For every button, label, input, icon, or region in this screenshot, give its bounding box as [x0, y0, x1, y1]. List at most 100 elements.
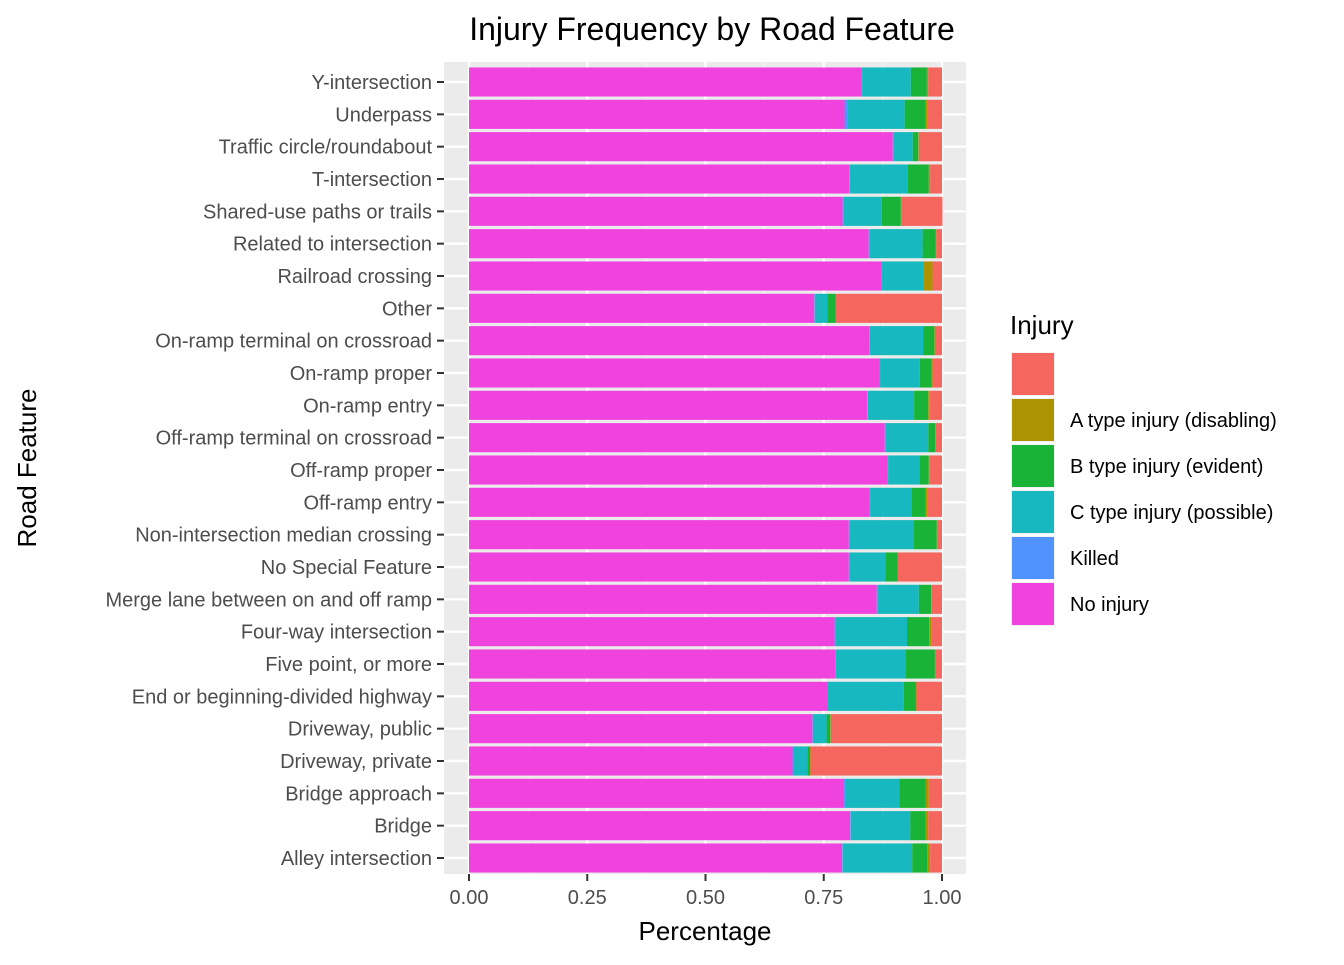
y-tick-label: Railroad crossing [277, 266, 432, 288]
bar-segment-a-type-injury-disabling [925, 811, 928, 840]
legend-title: Injury [1010, 310, 1074, 340]
bar-segment-c-type-injury-possible [828, 682, 904, 711]
bar-segment-no-injury [469, 488, 870, 517]
x-tick-label: 1.00 [923, 887, 962, 909]
bar-segment-unlabeled [811, 746, 942, 775]
bar-segment-no-injury [469, 617, 835, 646]
y-tick-label: Shared-use paths or trails [203, 201, 432, 223]
y-tick-label: Off-ramp terminal on crossroad [156, 428, 432, 450]
bar-segment-b-type-injury-evident [905, 100, 926, 129]
bar-segment-a-type-injury-disabling [929, 617, 931, 646]
bar-segment-unlabeled [929, 391, 942, 420]
y-tick-label: Four-way intersection [241, 622, 432, 644]
x-axis-title: Percentage [639, 916, 772, 946]
y-tick-label: Related to intersection [233, 234, 432, 256]
bar-segment-unlabeled [936, 649, 942, 678]
bar-segment-unlabeled [935, 326, 942, 355]
chart-title: Injury Frequency by Road Feature [469, 11, 955, 47]
legend-swatch-b-type-injury-evident [1012, 445, 1054, 487]
legend: Injury A type injury (disabling)B type i… [1010, 310, 1277, 626]
bar-segment-unlabeled [916, 682, 942, 711]
bar-segment-no-injury [469, 682, 828, 711]
bar-segment-c-type-injury-possible [868, 391, 914, 420]
bars-layer [469, 67, 942, 872]
bar-segment-no-injury [469, 229, 869, 258]
bar-segment-b-type-injury-evident [912, 843, 927, 872]
y-tick-label: Y-intersection [312, 72, 432, 94]
bar-segment-c-type-injury-possible [815, 294, 828, 323]
bar-segment-c-type-injury-possible [869, 229, 922, 258]
legend-swatch-killed [1012, 537, 1054, 579]
bar-segment-b-type-injury-evident [928, 423, 935, 452]
bar-segment-a-type-injury-disabling [929, 164, 930, 193]
bar-segment-no-injury [469, 100, 845, 129]
bar-segment-unlabeled [936, 423, 942, 452]
bar-segment-c-type-injury-possible [836, 649, 906, 678]
bar-segment-b-type-injury-evident [920, 358, 932, 387]
y-tick-label: Non-intersection median crossing [135, 525, 432, 547]
bar-segment-b-type-injury-evident [908, 164, 929, 193]
x-tick-label: 0.50 [686, 887, 725, 909]
bar-segment-unlabeled [930, 164, 942, 193]
legend-swatch-unlabeled [1012, 353, 1054, 395]
bar-segment-b-type-injury-evident [882, 197, 901, 226]
bar-segment-c-type-injury-possible [847, 100, 904, 129]
bar-segment-c-type-injury-possible [850, 164, 908, 193]
bar-segment-unlabeled [928, 811, 942, 840]
bar-segment-unlabeled [933, 261, 942, 290]
bar-segment-unlabeled [936, 229, 942, 258]
bar-segment-no-injury [469, 649, 835, 678]
bar-segment-b-type-injury-evident [828, 294, 836, 323]
bar-segment-b-type-injury-evident [906, 649, 935, 678]
bar-segment-no-injury [469, 67, 862, 96]
legend-label: A type injury (disabling) [1070, 410, 1277, 432]
bar-segment-b-type-injury-evident [807, 746, 810, 775]
bar-segment-b-type-injury-evident [914, 520, 937, 549]
bar-segment-a-type-injury-disabling [927, 843, 930, 872]
y-tick-label: Driveway, private [280, 751, 432, 773]
bar-segment-no-injury [469, 585, 877, 614]
bar-segment-a-type-injury-disabling [937, 520, 938, 549]
bar-segment-b-type-injury-evident [911, 488, 925, 517]
bar-segment-b-type-injury-evident [923, 326, 934, 355]
bar-segment-c-type-injury-possible [870, 326, 923, 355]
y-tick-label: T-intersection [312, 169, 432, 191]
y-tick-label: On-ramp terminal on crossroad [155, 331, 432, 353]
bar-segment-b-type-injury-evident [885, 552, 897, 581]
bar-segment-no-injury [469, 164, 849, 193]
bar-segment-no-injury [469, 294, 814, 323]
y-tick-label: On-ramp entry [303, 395, 432, 417]
bar-segment-no-injury [469, 714, 812, 743]
bar-segment-c-type-injury-possible [885, 423, 928, 452]
bar-segment-no-injury [469, 423, 885, 452]
bar-segment-a-type-injury-disabling [927, 67, 928, 96]
legend-label: C type injury (possible) [1070, 502, 1273, 524]
bar-segment-no-injury [469, 520, 849, 549]
legend-swatch-a-type-injury-disabling [1012, 399, 1054, 441]
bar-segment-b-type-injury-evident [919, 455, 928, 484]
bar-segment-no-injury [469, 552, 849, 581]
bar-segment-c-type-injury-possible [893, 132, 912, 161]
bar-segment-c-type-injury-possible [835, 617, 907, 646]
bar-segment-c-type-injury-possible [880, 358, 920, 387]
y-tick-label: Alley intersection [281, 848, 432, 870]
bar-segment-c-type-injury-possible [862, 67, 911, 96]
bar-segment-b-type-injury-evident [907, 617, 929, 646]
y-tick-label: Off-ramp entry [303, 492, 432, 514]
bar-segment-c-type-injury-possible [888, 455, 919, 484]
legend-swatch-c-type-injury-possible [1012, 491, 1054, 533]
bar-segment-no-injury [469, 391, 867, 420]
bar-segment-unlabeled [931, 617, 942, 646]
bar-segment-unlabeled [930, 455, 942, 484]
bar-segment-c-type-injury-possible [870, 488, 911, 517]
y-tick-label: No Special Feature [261, 557, 432, 579]
bar-segment-c-type-injury-possible [851, 811, 911, 840]
bar-segment-no-injury [469, 326, 869, 355]
bar-segment-b-type-injury-evident [919, 585, 931, 614]
bar-segment-killed [844, 779, 845, 808]
bar-segment-unlabeled [919, 132, 942, 161]
bar-segment-b-type-injury-evident [827, 714, 831, 743]
